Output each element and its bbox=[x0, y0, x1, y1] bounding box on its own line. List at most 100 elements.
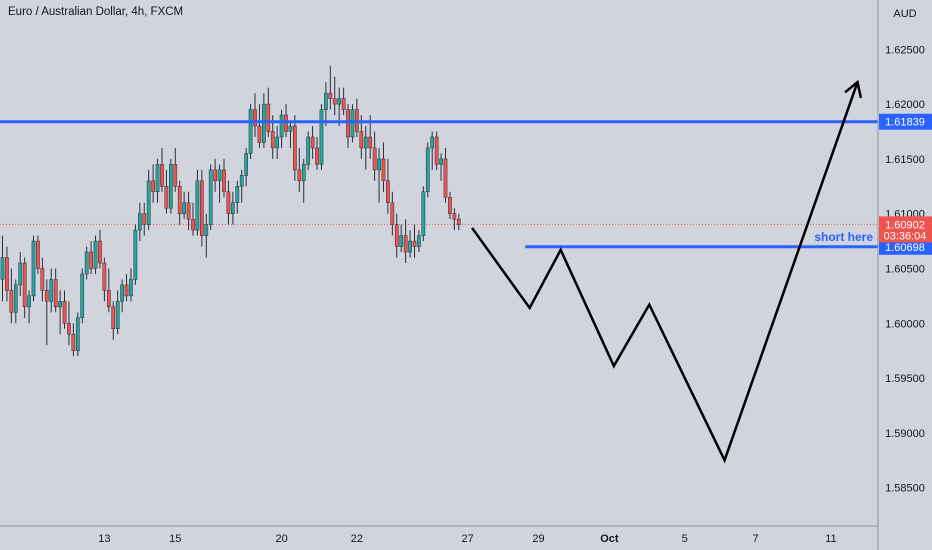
candle[interactable] bbox=[22, 257, 27, 318]
candle[interactable] bbox=[71, 323, 76, 357]
projection-polyline[interactable] bbox=[471, 81, 859, 464]
candle[interactable] bbox=[319, 104, 324, 170]
candle[interactable] bbox=[49, 268, 54, 313]
candle[interactable] bbox=[443, 147, 448, 203]
candle[interactable] bbox=[315, 136, 319, 170]
candle[interactable] bbox=[417, 230, 421, 253]
candle[interactable] bbox=[200, 169, 204, 247]
candle[interactable] bbox=[115, 290, 120, 335]
candle[interactable] bbox=[239, 169, 244, 203]
candle[interactable] bbox=[408, 230, 412, 258]
candle[interactable] bbox=[93, 235, 98, 274]
candle[interactable] bbox=[98, 230, 102, 269]
candle[interactable] bbox=[208, 164, 213, 231]
candle[interactable] bbox=[456, 213, 461, 231]
candle[interactable] bbox=[191, 202, 195, 236]
candle[interactable] bbox=[75, 312, 80, 357]
candle[interactable] bbox=[266, 87, 271, 137]
price-axis[interactable]: AUD 1.625001.620001.615001.610001.605001… bbox=[877, 0, 932, 550]
candle[interactable] bbox=[452, 208, 457, 231]
candle[interactable] bbox=[36, 235, 40, 274]
candle[interactable] bbox=[13, 279, 18, 324]
candle[interactable] bbox=[341, 87, 346, 116]
candle[interactable] bbox=[328, 65, 333, 110]
candle[interactable] bbox=[226, 180, 231, 225]
candle[interactable] bbox=[377, 147, 381, 203]
candle[interactable] bbox=[390, 191, 395, 236]
candle[interactable] bbox=[324, 82, 328, 127]
candle[interactable] bbox=[301, 158, 306, 203]
candle[interactable] bbox=[231, 191, 235, 225]
candle[interactable] bbox=[279, 109, 284, 148]
candles[interactable] bbox=[0, 65, 461, 357]
candle[interactable] bbox=[248, 104, 253, 159]
candle[interactable] bbox=[40, 257, 45, 302]
candle[interactable] bbox=[222, 158, 226, 198]
candle[interactable] bbox=[58, 290, 62, 335]
candle[interactable] bbox=[124, 273, 129, 302]
candle[interactable] bbox=[31, 235, 36, 302]
candle[interactable] bbox=[381, 142, 386, 192]
candle[interactable] bbox=[89, 241, 93, 274]
candle[interactable] bbox=[425, 142, 430, 198]
candle[interactable] bbox=[164, 169, 169, 214]
candle[interactable] bbox=[310, 126, 315, 159]
candle[interactable] bbox=[44, 279, 49, 346]
candle[interactable] bbox=[186, 191, 191, 231]
candle[interactable] bbox=[297, 147, 302, 192]
candle[interactable] bbox=[151, 164, 155, 203]
candle[interactable] bbox=[62, 290, 67, 329]
candle[interactable] bbox=[111, 301, 116, 340]
candle[interactable] bbox=[168, 158, 173, 214]
candle[interactable] bbox=[386, 158, 390, 214]
candle[interactable] bbox=[67, 301, 71, 346]
candle[interactable] bbox=[257, 104, 262, 148]
candle[interactable] bbox=[363, 126, 368, 170]
candle[interactable] bbox=[275, 126, 280, 159]
candle[interactable] bbox=[372, 131, 377, 181]
candle[interactable] bbox=[421, 186, 426, 242]
candle[interactable] bbox=[142, 202, 147, 236]
candle[interactable] bbox=[403, 219, 408, 263]
candle[interactable] bbox=[102, 257, 107, 302]
candle[interactable] bbox=[204, 213, 209, 258]
date-axis[interactable]: 13 15 20 22 27 29 Oct 5 7 11 bbox=[0, 525, 878, 545]
candle[interactable] bbox=[235, 180, 240, 214]
level-lines[interactable]: short here bbox=[0, 120, 878, 249]
candle[interactable] bbox=[155, 158, 160, 203]
candle[interactable] bbox=[137, 202, 142, 242]
candle[interactable] bbox=[173, 147, 178, 192]
candle[interactable] bbox=[160, 147, 164, 192]
candle[interactable] bbox=[0, 235, 5, 302]
candle[interactable] bbox=[412, 224, 417, 258]
candle[interactable] bbox=[434, 131, 439, 170]
candle[interactable] bbox=[306, 131, 311, 170]
candle[interactable] bbox=[213, 158, 217, 192]
candle[interactable] bbox=[129, 268, 133, 302]
candle[interactable] bbox=[106, 268, 111, 313]
candle[interactable] bbox=[430, 131, 435, 170]
candle[interactable] bbox=[337, 87, 342, 127]
candle[interactable] bbox=[448, 191, 452, 220]
candle[interactable] bbox=[253, 93, 257, 137]
candle[interactable] bbox=[18, 252, 23, 296]
candle[interactable] bbox=[80, 268, 85, 324]
candle[interactable] bbox=[439, 153, 443, 181]
candle[interactable] bbox=[288, 120, 293, 148]
candle[interactable] bbox=[399, 224, 404, 253]
candle[interactable] bbox=[394, 213, 399, 258]
candle[interactable] bbox=[120, 279, 124, 313]
candle[interactable] bbox=[332, 76, 337, 116]
candle[interactable] bbox=[195, 169, 200, 236]
candle[interactable] bbox=[84, 246, 89, 280]
candle[interactable] bbox=[177, 180, 182, 225]
candle[interactable] bbox=[27, 290, 31, 324]
projection-path[interactable] bbox=[471, 79, 863, 464]
candle[interactable] bbox=[244, 147, 249, 187]
candle[interactable] bbox=[293, 115, 297, 181]
candle[interactable] bbox=[53, 268, 58, 313]
candle[interactable] bbox=[146, 169, 151, 231]
candle[interactable] bbox=[346, 104, 350, 148]
